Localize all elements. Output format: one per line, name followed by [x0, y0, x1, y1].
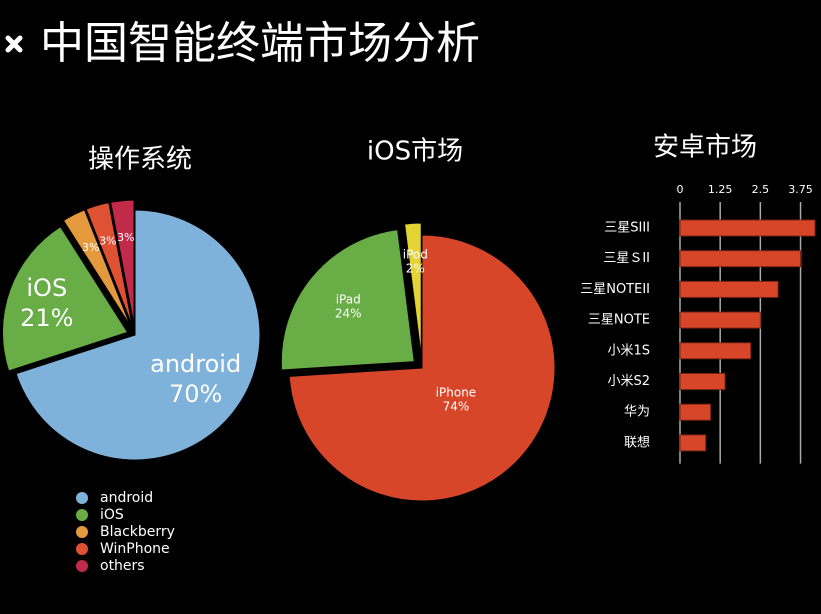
bar — [679, 373, 726, 390]
x-tick-label: 0 — [677, 183, 684, 196]
pie-slice — [15, 209, 261, 461]
legend-swatch — [76, 492, 88, 504]
pie-slice — [110, 199, 135, 326]
slice-name: iPad — [336, 292, 361, 306]
pie-slice — [288, 234, 556, 502]
pie-slice — [2, 226, 129, 372]
bar — [679, 311, 761, 329]
slice-value: 3% — [117, 231, 134, 244]
legend-swatch — [76, 509, 88, 521]
x-tick-label: 2.5 — [752, 183, 770, 196]
slice-value: 2% — [406, 261, 425, 275]
chart-title: iOS市场 — [367, 137, 463, 167]
slice-value: 24% — [335, 306, 362, 320]
bar — [679, 250, 802, 268]
legend-swatch — [76, 560, 88, 572]
y-tick-label: 三星ＳII — [603, 251, 650, 266]
bar — [679, 434, 707, 452]
bar — [679, 219, 816, 237]
slide-title: 中国智能终端市场分析 — [40, 18, 480, 69]
legend-label: Blackberry — [100, 524, 175, 540]
slice-value: 3% — [99, 234, 116, 247]
y-tick-label: 三星NOTE — [588, 313, 650, 328]
legend-label: android — [100, 490, 153, 506]
y-tick-label: 华为 — [624, 405, 650, 420]
x-tick-label: 1.25 — [708, 183, 733, 196]
chart-title: 操作系统 — [88, 145, 192, 175]
legend-swatch — [76, 543, 88, 555]
bar — [679, 280, 779, 298]
y-tick-label: 联想 — [624, 434, 650, 450]
pie-slice — [85, 202, 133, 326]
legend-label: others — [100, 558, 145, 574]
slice-name: android — [150, 350, 241, 378]
legend-swatch — [76, 526, 88, 538]
slice-name: iPod — [403, 247, 428, 261]
slice-value: 21% — [20, 304, 73, 332]
bar — [679, 342, 752, 360]
legend-label: WinPhone — [100, 541, 170, 557]
slice-name: iPhone — [436, 385, 477, 399]
slice-value: 3% — [82, 241, 99, 254]
slice-name: iOS — [26, 274, 67, 302]
slice-value: 74% — [443, 399, 470, 413]
bullet — [5, 35, 23, 53]
y-tick-label: 三星NOTEII — [580, 282, 650, 297]
pie-slice — [280, 229, 415, 371]
pie-slice — [404, 222, 422, 357]
y-tick-label: 三星SIII — [604, 221, 650, 236]
legend-label: iOS — [100, 507, 124, 523]
y-tick-label: 小米S2 — [607, 374, 650, 389]
x-tick-label: 3.75 — [788, 183, 813, 196]
bar — [679, 403, 712, 421]
slice-value: 70% — [169, 380, 222, 408]
chart-title: 安卓市场 — [653, 133, 757, 163]
pie-slice — [62, 209, 131, 327]
y-tick-label: 小米1S — [607, 343, 650, 358]
